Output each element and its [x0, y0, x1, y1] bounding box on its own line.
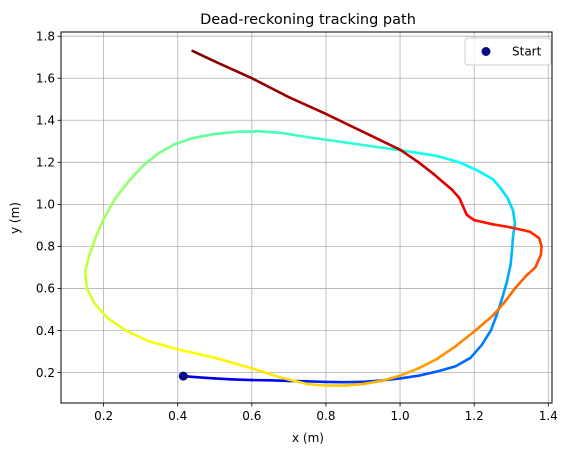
legend: Start	[465, 38, 551, 65]
path-segment	[270, 380, 289, 381]
y-tick-label: 1.6	[36, 72, 55, 86]
start-marker-group	[179, 372, 188, 381]
y-tick-label: 1.2	[36, 156, 55, 170]
x-tick-label: 0.2	[94, 409, 113, 423]
x-tick-label: 1.2	[465, 409, 484, 423]
path-segment	[513, 211, 515, 224]
path-segment	[307, 384, 326, 385]
legend-start-marker	[482, 47, 491, 56]
y-tick-label: 1.8	[36, 30, 55, 44]
x-tick-label: 0.8	[316, 409, 335, 423]
y-tick-label: 1.4	[36, 114, 55, 128]
path-segment	[196, 377, 215, 378]
y-tick-label: 0.6	[36, 282, 55, 296]
x-tick-label: 1.4	[539, 409, 558, 423]
legend-start-label: Start	[512, 45, 542, 59]
path-segment	[237, 131, 259, 132]
path-segment	[233, 379, 252, 380]
y-tick-label: 1.0	[36, 198, 55, 212]
x-axis-label: x (m)	[292, 431, 324, 445]
path-segment	[511, 251, 512, 266]
y-tick-label: 0.8	[36, 240, 55, 254]
path-segment	[215, 378, 234, 379]
y-axis-label: y (m)	[8, 202, 22, 234]
path-segment	[307, 381, 326, 382]
path-segment	[259, 131, 281, 133]
path-segment	[512, 236, 513, 251]
path-segment	[344, 384, 363, 385]
x-tick-label: 0.4	[168, 409, 187, 423]
y-tick-label: 0.4	[36, 324, 55, 338]
y-tick-label: 0.2	[36, 366, 55, 380]
x-tick-label: 1.0	[391, 409, 410, 423]
x-tick-label: 0.6	[242, 409, 261, 423]
start-marker	[179, 372, 188, 381]
chart-title: Dead-reckoning tracking path	[200, 12, 416, 28]
path-segment	[85, 272, 87, 289]
